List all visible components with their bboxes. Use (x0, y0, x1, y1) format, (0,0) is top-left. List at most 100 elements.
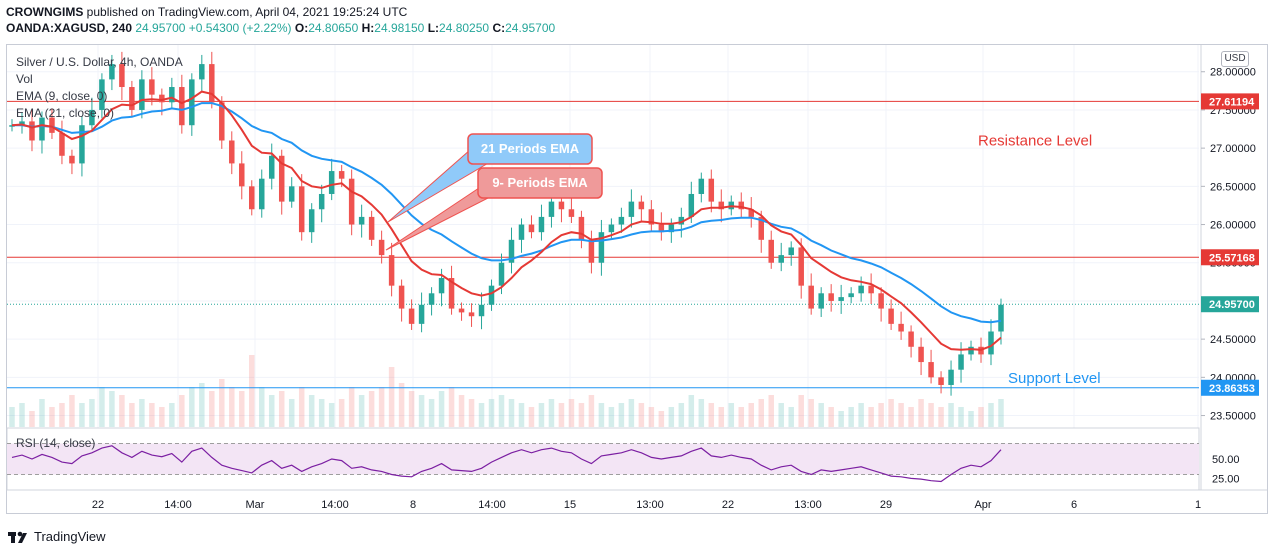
price-tick-label: 24.50000 (1210, 334, 1256, 346)
volume-bar (99, 387, 105, 427)
candle-body (668, 224, 675, 233)
volume-bar (858, 403, 864, 427)
candle-body (648, 209, 655, 225)
candle-body (868, 285, 874, 294)
candle-body (968, 346, 974, 355)
candle-body (398, 285, 405, 309)
volume-bar (678, 403, 685, 427)
volume-bar (978, 407, 984, 427)
candle-body (268, 155, 275, 179)
ema21-line (12, 102, 1002, 324)
chart-legend: Silver / U.S. Dollar, 4h, OANDA Vol EMA … (16, 54, 183, 122)
time-tick-label: 14:00 (164, 499, 192, 511)
volume-bar (638, 403, 645, 427)
candle-body (89, 109, 95, 126)
volume-bar (768, 395, 774, 427)
candle-body (29, 121, 35, 141)
candle-body (149, 79, 155, 95)
time-tick-label: 14:00 (321, 499, 349, 511)
candle-body (169, 87, 175, 103)
candle-body (438, 278, 445, 294)
legend-title: Silver / U.S. Dollar, 4h, OANDA (16, 55, 183, 69)
candle-body (19, 121, 25, 126)
candle-body (948, 369, 954, 385)
last-price-text: 24.95700 (135, 21, 186, 35)
time-axis: 22 14:00 Mar 14:00 8 14:00 15 13:00 22 13:00 29 Apr… (7, 489, 1267, 511)
candle-body (458, 308, 465, 313)
candle-body (388, 255, 395, 286)
volume-bar (149, 403, 155, 427)
candle-body (59, 132, 65, 156)
candle-body (418, 304, 425, 324)
rsi-pane (6, 427, 1200, 491)
candle-body (548, 201, 555, 217)
currency-badge[interactable]: USD (1221, 51, 1249, 67)
time-tick-label: 13:00 (636, 499, 664, 511)
volume-bar (958, 407, 964, 427)
candle-body (898, 323, 904, 332)
level-labels: 27.61194 Resistance Level 25.57168 23.86353… (978, 93, 1259, 396)
volume-bar (239, 391, 245, 427)
candle-body (139, 79, 145, 110)
volume-bar (778, 403, 784, 427)
symbol-label: OANDA:XAGUSD, 240 (6, 21, 133, 35)
rsi-line (11, 445, 1002, 483)
legend-ema9: EMA (9, close, 0) (16, 89, 108, 103)
volume-bar (758, 399, 764, 427)
candle-body (219, 102, 225, 141)
price-tick-label: 27.00000 (1210, 143, 1256, 155)
candle-body (738, 201, 745, 210)
volume-bar (868, 407, 874, 427)
volume-bar (249, 355, 255, 427)
candle-body (538, 216, 545, 233)
volume-bar (498, 395, 505, 427)
level-price-label: 23.86353 (1209, 383, 1255, 395)
open-value: 24.80650 (308, 21, 359, 35)
chart-frame[interactable] (6, 44, 1268, 514)
footer-brand: TradingView (8, 529, 106, 544)
volume-bar (948, 403, 954, 427)
high-label: H: (361, 21, 375, 35)
volume-bar (418, 395, 425, 427)
volume-bar (79, 403, 85, 427)
time-tick-label: 22 (722, 499, 734, 511)
rsi-legend: RSI (14, close) (16, 436, 96, 450)
candle-body (288, 186, 295, 202)
close-value: 24.95700 (505, 21, 556, 35)
candle-body (768, 239, 774, 263)
candle-body (39, 117, 45, 141)
candle-body (298, 186, 305, 233)
candle-body (518, 224, 525, 240)
time-tick-label: 15 (564, 499, 576, 511)
legend-vol: Vol (16, 72, 33, 86)
candle-body (658, 224, 665, 233)
level-price-label: 25.57168 (1209, 252, 1255, 264)
candle-body (748, 209, 754, 217)
volume-bar (209, 391, 215, 427)
candle-body (828, 293, 834, 301)
volume-bar (618, 403, 625, 427)
candle-body (478, 304, 485, 317)
rsi-band (7, 443, 1199, 475)
volume-bar (308, 395, 315, 427)
tradingview-logo-icon (8, 531, 27, 543)
candle-body (209, 64, 215, 103)
candle-body (508, 239, 515, 263)
volume-bar (159, 407, 165, 427)
time-tick-label: 1 (1195, 499, 1201, 511)
candle-body (958, 354, 964, 370)
volume-bar (568, 399, 575, 427)
volume-bar (538, 403, 545, 427)
candle-body (239, 163, 245, 187)
callout-pointer (385, 185, 493, 251)
level-name-label: Resistance Level (978, 132, 1092, 149)
volume-bar (358, 395, 365, 427)
volume-bar (808, 399, 814, 427)
volume-bar (628, 399, 635, 427)
time-tick-label: Mar (246, 499, 265, 511)
time-tick-label: 8 (410, 499, 416, 511)
candle-body (808, 285, 814, 309)
volume-bar (29, 411, 35, 427)
candle-body (119, 64, 125, 88)
